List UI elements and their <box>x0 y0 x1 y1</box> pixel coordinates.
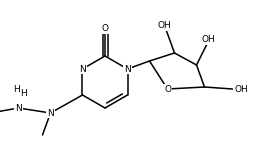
Text: N: N <box>15 103 22 112</box>
Text: OH: OH <box>158 21 171 30</box>
Text: N: N <box>47 108 54 118</box>
Text: H: H <box>20 88 27 97</box>
Text: O: O <box>102 24 108 33</box>
Text: H: H <box>13 85 20 94</box>
Text: OH: OH <box>202 35 215 44</box>
Text: N: N <box>124 65 131 73</box>
Text: OH: OH <box>234 84 248 93</box>
Text: N: N <box>79 65 86 73</box>
Text: O: O <box>164 84 171 93</box>
